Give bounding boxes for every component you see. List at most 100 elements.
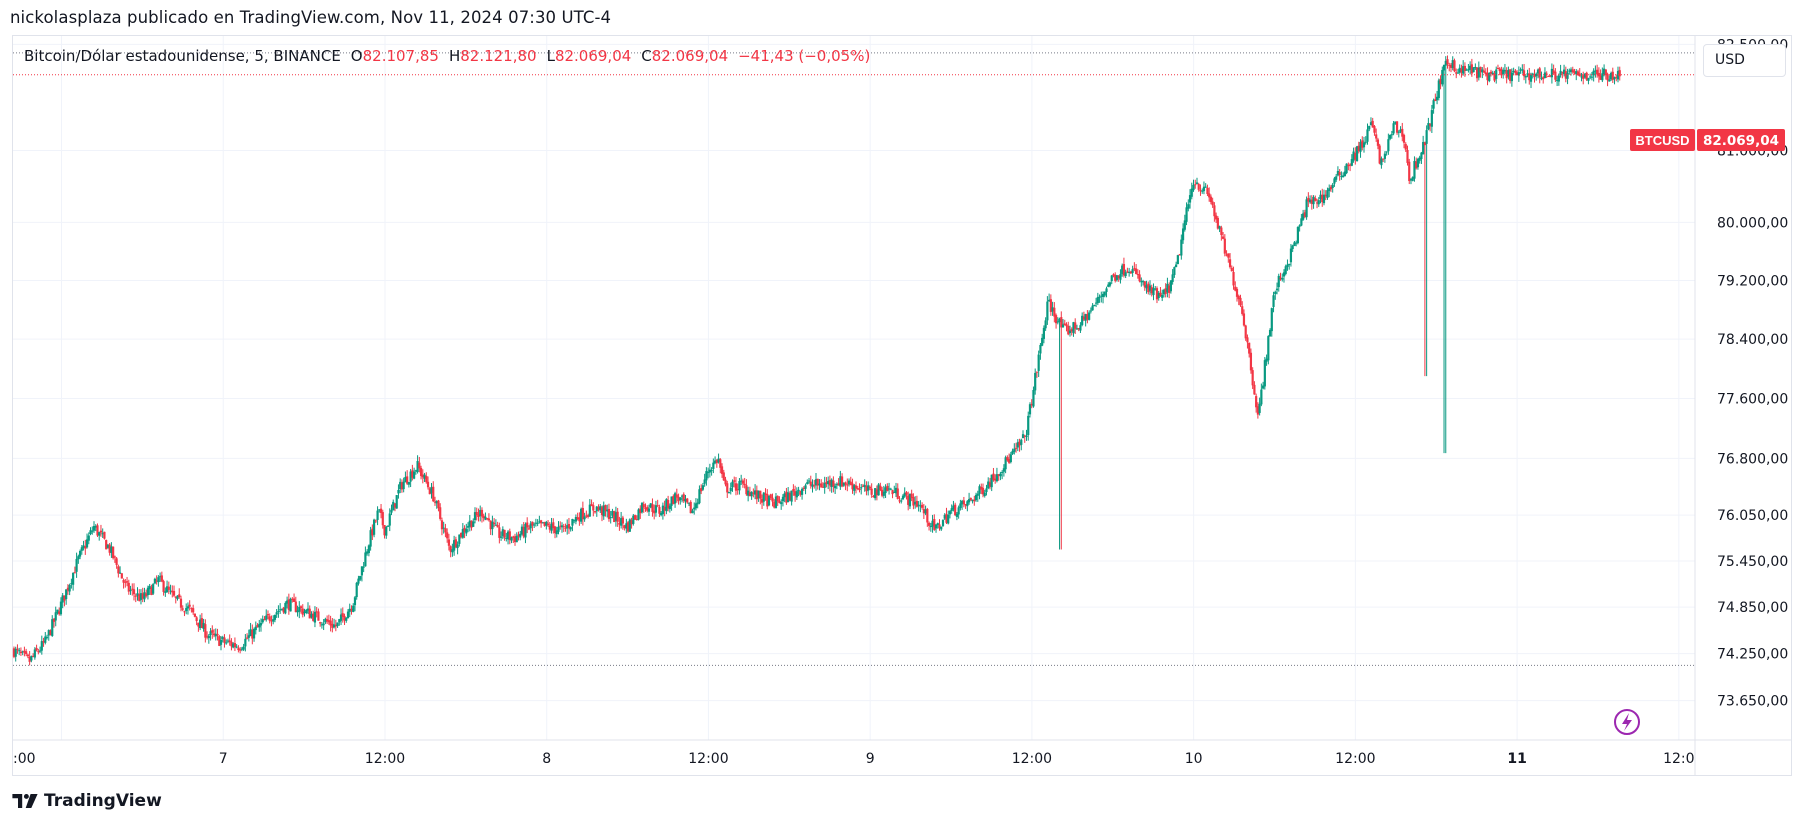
candle-body <box>1004 457 1007 470</box>
candle-body <box>832 480 835 487</box>
candle-body <box>752 492 755 494</box>
candle-body <box>973 499 976 502</box>
candle-body <box>453 540 456 551</box>
candle-body <box>1093 304 1096 306</box>
candle-body <box>51 619 54 636</box>
candle-body <box>900 500 903 502</box>
legend-symbol[interactable]: Bitcoin/Dólar estadounidense, 5, BINANCE <box>24 47 341 65</box>
candle-body <box>249 629 252 637</box>
y-tick-label: 80.000,00 <box>1717 215 1788 231</box>
candle-body <box>1166 283 1169 293</box>
candle-body <box>1477 67 1480 78</box>
candle-body <box>1077 327 1080 330</box>
candle-body <box>790 490 793 502</box>
candle-body <box>282 607 285 613</box>
candle-body <box>647 508 651 512</box>
candle-body <box>279 609 282 611</box>
candle-body <box>1589 76 1592 78</box>
candle-body <box>1023 435 1026 437</box>
candle-body <box>124 581 127 583</box>
candle-body <box>411 470 414 478</box>
chart-frame[interactable] <box>12 35 1792 776</box>
candle-body <box>891 490 894 495</box>
candle-body <box>1451 60 1454 69</box>
candle-body <box>1496 67 1500 69</box>
candle-body <box>658 506 661 514</box>
candle-body <box>494 524 497 526</box>
candle-body <box>207 635 210 639</box>
candle-body <box>186 606 190 609</box>
candle-body <box>781 496 785 502</box>
candle-body <box>338 619 341 623</box>
lightning-icon[interactable] <box>1614 709 1640 735</box>
candle-body <box>136 593 139 596</box>
candle-body <box>1343 171 1346 177</box>
candle-body <box>1091 305 1094 311</box>
candle-body <box>816 478 819 486</box>
candle-body <box>426 481 430 488</box>
x-tick-label: 12:0 <box>1663 751 1694 767</box>
candle-body <box>463 527 466 532</box>
candle-body <box>59 601 63 615</box>
candle-body <box>287 599 290 610</box>
candle-body <box>1463 65 1467 71</box>
candle-body <box>1336 170 1340 176</box>
candle-body <box>484 516 487 520</box>
candle-body <box>473 512 477 521</box>
candle-body <box>346 611 350 619</box>
candle-body <box>580 508 583 522</box>
candle-body <box>1613 77 1616 80</box>
candle-body <box>708 469 711 473</box>
candle-body <box>950 508 953 511</box>
candle-body <box>1559 70 1562 75</box>
candle-body <box>654 505 658 513</box>
candle-body <box>1030 403 1033 406</box>
candle-body <box>929 526 932 528</box>
candle-body <box>623 525 626 529</box>
candle-body <box>834 485 837 489</box>
candle-body <box>753 490 757 495</box>
candle-body <box>849 481 852 485</box>
candle-body <box>1081 315 1084 325</box>
candle-body <box>1025 435 1028 437</box>
candle-body <box>486 518 489 520</box>
candle-body <box>442 527 445 529</box>
candle-body <box>1129 271 1132 274</box>
candle-body <box>1355 146 1359 162</box>
candle-body <box>96 525 99 536</box>
candle-body <box>578 517 581 522</box>
candle-body <box>16 648 19 650</box>
candle-body <box>618 523 621 525</box>
candle-body <box>799 490 802 495</box>
candle-body <box>931 520 934 527</box>
candle-body <box>597 507 600 510</box>
currency-button[interactable]: USD <box>1703 44 1786 77</box>
candle-body <box>962 500 965 505</box>
candle-body <box>1117 275 1120 279</box>
candle-body <box>286 600 289 604</box>
candle-body <box>776 496 779 502</box>
candle-body <box>874 488 877 499</box>
price-scale-background[interactable] <box>1696 36 1791 740</box>
candle-body <box>1486 73 1489 81</box>
candle-body <box>1449 64 1453 68</box>
tradingview-logo[interactable]: TradingView <box>12 789 162 813</box>
candle-body <box>743 483 746 486</box>
candle-body <box>1366 129 1369 142</box>
candle-body <box>717 458 720 463</box>
candle-body <box>712 462 715 469</box>
candle-body <box>419 467 423 477</box>
candle-body <box>1159 292 1162 297</box>
candle-body <box>1397 131 1400 133</box>
candle-body <box>858 488 861 491</box>
candle-body <box>456 544 459 549</box>
candle-body <box>1467 69 1470 71</box>
candle-body <box>814 479 818 486</box>
candle-body <box>1176 255 1179 265</box>
candle-body <box>651 504 654 512</box>
candle-body <box>1058 318 1061 323</box>
candle-body <box>1215 215 1218 220</box>
candle-body <box>1529 74 1533 82</box>
candle-body <box>1178 254 1181 256</box>
